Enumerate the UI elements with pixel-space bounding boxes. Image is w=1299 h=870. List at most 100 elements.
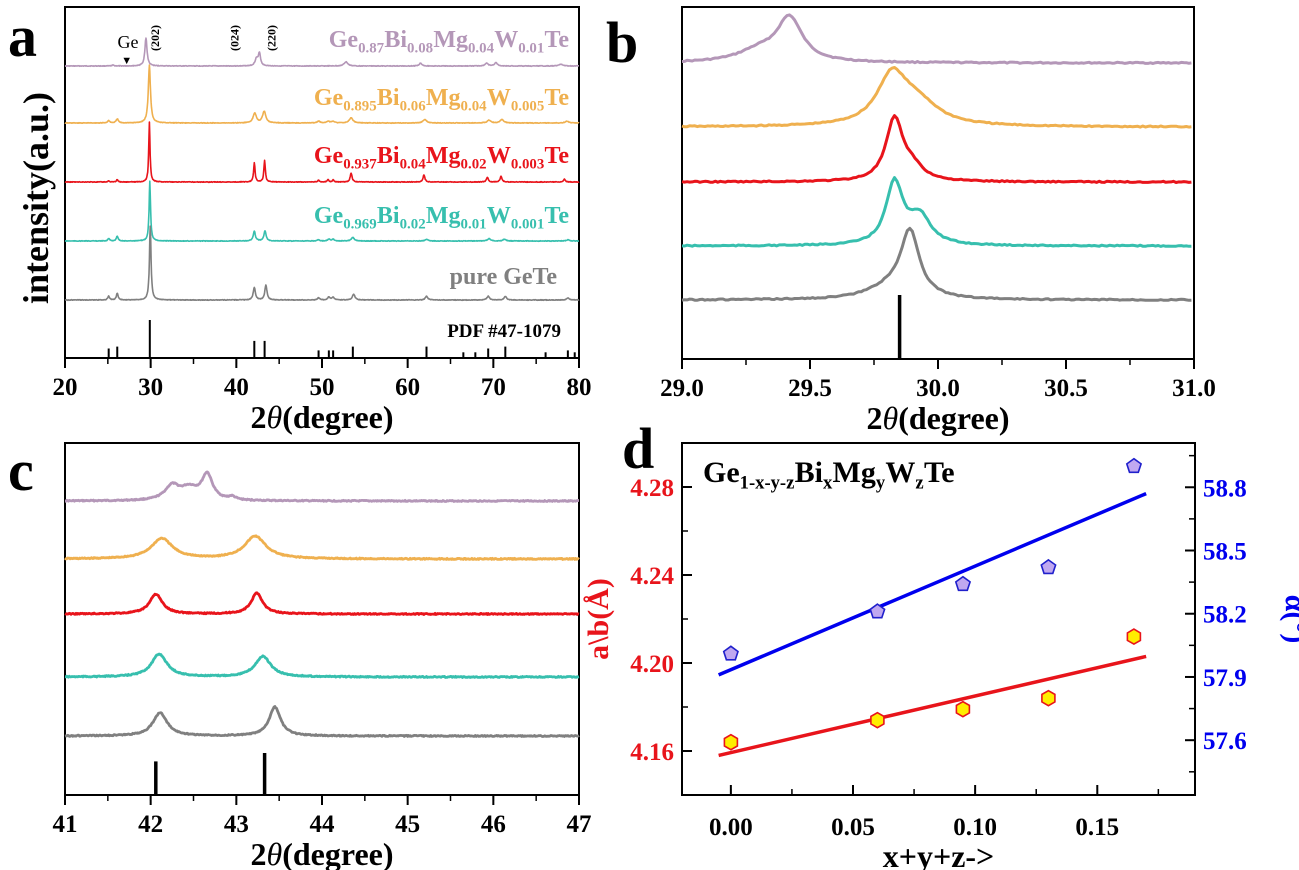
element-symbol: Bi xyxy=(795,456,823,489)
b-x-tick-label: 30.5 xyxy=(1044,375,1088,402)
subscript: 0.001 xyxy=(511,216,544,232)
d-x-tick-label: 0.00 xyxy=(709,814,753,841)
x-title-unit: (degree) xyxy=(898,400,1009,436)
element-symbol: Te xyxy=(545,203,570,229)
element-symbol: Mg xyxy=(426,203,461,229)
element-symbol: Ge xyxy=(314,143,344,169)
a-hkl-label: (024) xyxy=(228,25,242,51)
d-data-point-left xyxy=(1126,628,1142,646)
a-legend-label-3: Ge0.969 Bi0.02 Mg0.01 W0.001 Te xyxy=(314,203,569,232)
panel-c-xrd-zoom-024-220: 41 42 43 44 45 46 47 2θ(degree) xyxy=(53,442,592,870)
subscript: 0.87 xyxy=(358,40,385,56)
a-legend-label-2: Ge0.937 Bi0.04 Mg0.02 W0.003 Te xyxy=(314,143,569,172)
d-data-point-right xyxy=(722,645,739,661)
d-left-tick-label: 4.24 xyxy=(630,563,674,590)
element-symbol: Mg xyxy=(433,27,468,53)
element-symbol: Te xyxy=(545,143,570,169)
b-x-tick-label: 31.0 xyxy=(1172,375,1216,402)
a-y-axis-title: intensity(a.u.) xyxy=(16,92,56,304)
d-left-tick-label: 4.20 xyxy=(630,651,674,678)
panel-a-xrd-full: 20 30 40 50 60 70 80 2θ(degree) intensity(a.u.) G… xyxy=(16,6,592,435)
a-xrd-curve-4 xyxy=(64,225,580,302)
element-symbol: W xyxy=(487,203,511,229)
d-x-tick-label: 0.15 xyxy=(1075,814,1119,841)
d-right-tick-label: 58.8 xyxy=(1203,475,1247,502)
subscript: 0.005 xyxy=(511,98,544,114)
d-data-point-left xyxy=(723,733,739,751)
b-xrd-curve-2 xyxy=(681,114,1192,184)
c-xrd-curve-1 xyxy=(64,534,580,561)
d-left-axis-title: a\b(Å) xyxy=(582,578,615,660)
panel-letter-a: a xyxy=(8,4,37,69)
element-symbol: Bi xyxy=(377,203,400,229)
a-x-tick-label: 20 xyxy=(53,374,78,401)
c-x-tick-label: 47 xyxy=(567,811,592,838)
d-data-point-right xyxy=(1040,558,1057,575)
d-fit-line-right xyxy=(717,491,1147,677)
d-plot-frame xyxy=(681,442,1196,796)
panel-b-xrd-zoom-202: 29.0 29.5 30.0 30.5 31.0 2θ(degree) xyxy=(660,6,1216,436)
subscript: z xyxy=(915,473,923,494)
subscript: 0.969 xyxy=(343,216,376,232)
a-ge-impurity-label: Ge xyxy=(118,32,139,52)
c-xrd-curve-4 xyxy=(64,705,580,738)
a-reference-label: PDF #47-1079 xyxy=(447,321,561,342)
d-left-tick-label: 4.28 xyxy=(630,475,674,502)
subscript: 0.04 xyxy=(468,40,495,56)
x-title-unit: (degree) xyxy=(282,836,393,870)
element-symbol: Bi xyxy=(384,27,407,53)
c-x-tick-label: 43 xyxy=(224,811,249,838)
subscript: 0.895 xyxy=(343,98,376,114)
d-x-tick-label: 0.05 xyxy=(831,814,875,841)
panel-letter-b: b xyxy=(606,10,638,75)
x-title-symbol: θ xyxy=(266,836,282,870)
x-title-unit: (degree) xyxy=(282,399,393,435)
b-x-tick-label: 30.0 xyxy=(916,375,960,402)
a-xrd-curve-1 xyxy=(64,64,580,125)
b-xrd-curve-0 xyxy=(681,13,1192,65)
c-x-tick-label: 45 xyxy=(395,811,420,838)
subscript: 0.04 xyxy=(461,98,488,114)
x-title-prefix: 2 xyxy=(250,399,266,435)
d-formula-title: Ge1-x-y-z Bix Mgy Wz Te xyxy=(703,456,955,494)
a-hkl-label: (202) xyxy=(148,25,162,51)
panel-letter-c: c xyxy=(8,438,34,503)
element-symbol: W xyxy=(487,143,511,169)
subscript: 0.06 xyxy=(400,98,426,114)
a-xrd-curve-0 xyxy=(64,37,580,68)
element-symbol: W xyxy=(885,456,915,489)
b-xrd-curve-3 xyxy=(681,176,1192,248)
element-symbol: Te xyxy=(545,27,570,53)
c-xrd-curve-2 xyxy=(64,591,580,616)
b-x-axis-title: 2θ(degree) xyxy=(866,400,1009,436)
subscript: 0.003 xyxy=(511,156,544,172)
d-data-point-right xyxy=(954,575,972,592)
subscript: 0.02 xyxy=(461,156,487,172)
subscript: y xyxy=(876,473,886,494)
c-xrd-curve-0 xyxy=(64,470,580,503)
element-symbol: Mg xyxy=(426,85,461,111)
element-symbol: Ge xyxy=(703,456,740,489)
a-x-tick-label: 60 xyxy=(395,374,420,401)
a-x-tick-label: 30 xyxy=(138,374,163,401)
a-x-tick-label: 80 xyxy=(567,374,592,401)
x-title-symbol: θ xyxy=(266,399,282,435)
c-x-tick-label: 42 xyxy=(138,811,163,838)
panel-d-lattice-parameters: 0.00 0.05 0.10 0.15 x+y+z-> 4.16 4.20 4.24 4.28 5… xyxy=(582,442,1299,870)
c-x-tick-label: 41 xyxy=(53,811,78,838)
element-symbol: Te xyxy=(924,456,955,489)
element-symbol: Te xyxy=(545,85,570,111)
b-xrd-curve-4 xyxy=(681,226,1192,302)
d-right-tick-label: 58.5 xyxy=(1203,538,1247,565)
d-left-tick-label: 4.16 xyxy=(630,739,674,766)
element-symbol: W xyxy=(494,27,518,53)
element-symbol: Ge xyxy=(329,27,359,53)
x-title-symbol: θ xyxy=(882,400,898,436)
d-right-tick-label: 58.2 xyxy=(1203,602,1247,629)
b-x-tick-label: 29.0 xyxy=(660,375,704,402)
a-xrd-curve-3 xyxy=(64,180,580,243)
a-x-tick-label: 70 xyxy=(481,374,506,401)
x-title-prefix: 2 xyxy=(250,836,266,870)
a-x-tick-label: 40 xyxy=(224,374,249,401)
